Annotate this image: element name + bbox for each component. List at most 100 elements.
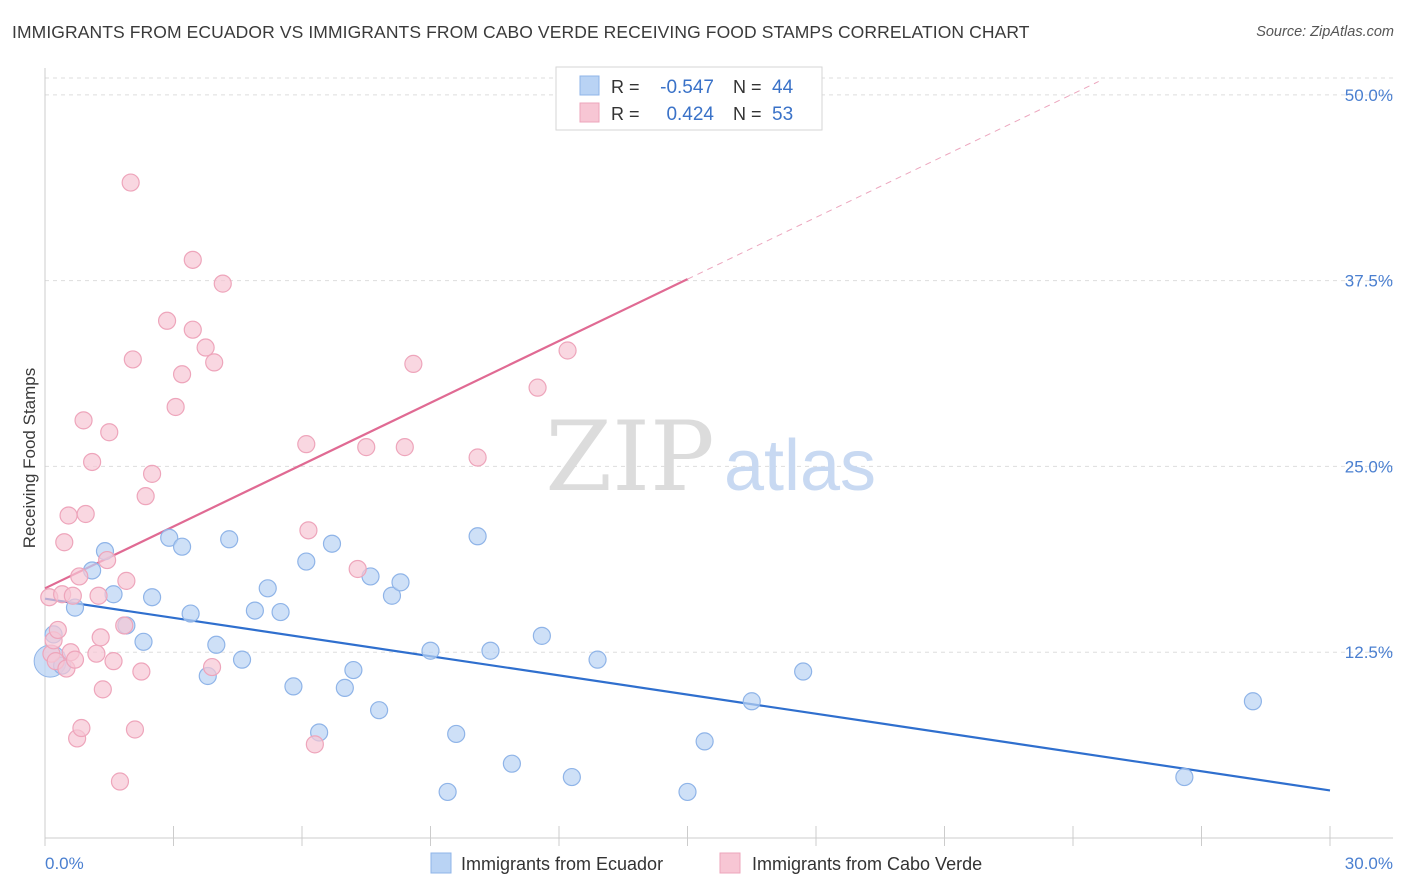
legend-ecuador-label: Immigrants from Ecuador (461, 854, 663, 874)
caboverde-point (172, 365, 192, 384)
caboverde-point (305, 735, 324, 754)
watermark: ZIP atlas (545, 401, 876, 513)
ecuador-point (160, 528, 179, 547)
caboverde-point (123, 350, 142, 369)
caboverde-point (121, 173, 140, 192)
caboverde-point (125, 720, 145, 739)
ecuador-point (421, 641, 440, 660)
caboverde-point (76, 504, 95, 524)
caboverde-point (183, 250, 202, 269)
caboverde-point (93, 680, 112, 699)
ecuador-point (742, 692, 761, 711)
trend-lines (44, 81, 1331, 792)
data-points (33, 173, 1263, 802)
y-tick-label: 50.0% (1345, 86, 1393, 105)
caboverde-point (65, 650, 85, 669)
ecuador-point (532, 626, 551, 645)
caboverde-point (70, 567, 89, 586)
ecuador-point (207, 635, 226, 654)
ecuador-n-value: 44 (772, 77, 794, 98)
ecuador-point (391, 573, 410, 592)
ecuador-point (588, 650, 607, 669)
y-tick-label: 25.0% (1345, 457, 1393, 476)
axes (44, 68, 1393, 846)
caboverde-point (63, 586, 82, 605)
caboverde-point (558, 341, 577, 360)
chart-title: IMMIGRANTS FROM ECUADOR VS IMMIGRANTS FR… (12, 22, 1030, 42)
legend: Immigrants from Ecuador Immigrants from … (430, 852, 982, 874)
ecuador-point (134, 632, 153, 651)
caboverde-point (205, 353, 224, 372)
watermark-zip: ZIP (545, 401, 714, 513)
caboverde-point (98, 550, 117, 570)
caboverde-point (87, 644, 106, 663)
caboverde-point (348, 559, 367, 579)
ecuador-point (481, 641, 500, 660)
legend-caboverde-swatch (719, 852, 741, 874)
caboverde-point (132, 662, 151, 681)
y-axis-title: Receiving Food Stamps (20, 368, 39, 548)
stats-box: R = -0.547 N = 44 R = 0.424 N = 53 (555, 66, 823, 131)
ecuador-point (271, 602, 290, 622)
caboverde-point (74, 411, 93, 430)
caboverde-n-value: 53 (772, 104, 793, 125)
caboverde-point (202, 657, 222, 677)
caboverde-point (59, 506, 78, 525)
caboverde-point (468, 448, 487, 467)
caboverde-swatch (579, 102, 600, 123)
tick-labels: 12.5% 25.0% 37.5% 50.0% 0.0% 30.0% (45, 86, 1393, 873)
caboverde-point (55, 533, 74, 552)
x-tick-label: 0.0% (45, 854, 84, 873)
caboverde-point (297, 435, 316, 454)
watermark-atlas: atlas (724, 426, 876, 506)
ecuador-point (297, 552, 316, 571)
ecuador-r-value: -0.547 (660, 77, 714, 98)
caboverde-point (117, 571, 136, 590)
caboverde-point (110, 772, 130, 791)
ecuador-point (104, 585, 123, 604)
ecuador-swatch (579, 75, 600, 96)
caboverde-n-label: N = (733, 104, 762, 124)
caboverde-point (136, 487, 155, 506)
ecuador-n-label: N = (733, 77, 762, 97)
caboverde-point (404, 354, 423, 373)
caboverde-point (142, 464, 162, 483)
caboverde-point (91, 628, 110, 647)
caboverde-point (196, 338, 215, 357)
ecuador-point (1175, 767, 1194, 787)
ecuador-point (284, 677, 303, 696)
ecuador-point (232, 650, 252, 669)
x-tick-label: 30.0% (1345, 854, 1393, 873)
caboverde-point (72, 718, 91, 738)
ecuador-point (382, 586, 402, 605)
ecuador-point (502, 754, 521, 773)
ecuador-point (258, 579, 277, 598)
ecuador-point (468, 527, 487, 546)
ecuador-point (142, 588, 162, 607)
ecuador-trend-line (44, 597, 1331, 792)
ecuador-point (181, 604, 200, 623)
caboverde-point (89, 586, 108, 605)
caboverde-r-value: 0.424 (666, 104, 714, 125)
ecuador-point (794, 662, 813, 681)
ecuador-point (344, 660, 363, 680)
y-tick-label: 12.5% (1345, 643, 1393, 662)
legend-caboverde-label: Immigrants from Cabo Verde (752, 854, 982, 874)
y-tick-label: 37.5% (1345, 272, 1393, 291)
caboverde-trend-line (44, 278, 688, 590)
ecuador-point (1243, 692, 1263, 711)
caboverde-point (213, 274, 232, 293)
ecuador-point (172, 537, 192, 556)
gridlines (45, 77, 1393, 653)
ecuador-r-label: R = (611, 77, 640, 97)
caboverde-point (395, 438, 414, 457)
ecuador-point (447, 724, 466, 744)
caboverde-point (166, 397, 185, 417)
caboverde-point (104, 652, 123, 671)
caboverde-point (157, 311, 177, 330)
ecuador-point (678, 782, 697, 802)
caboverde-point (83, 452, 102, 472)
ecuador-point (322, 534, 342, 553)
caboverde-point (48, 620, 67, 640)
